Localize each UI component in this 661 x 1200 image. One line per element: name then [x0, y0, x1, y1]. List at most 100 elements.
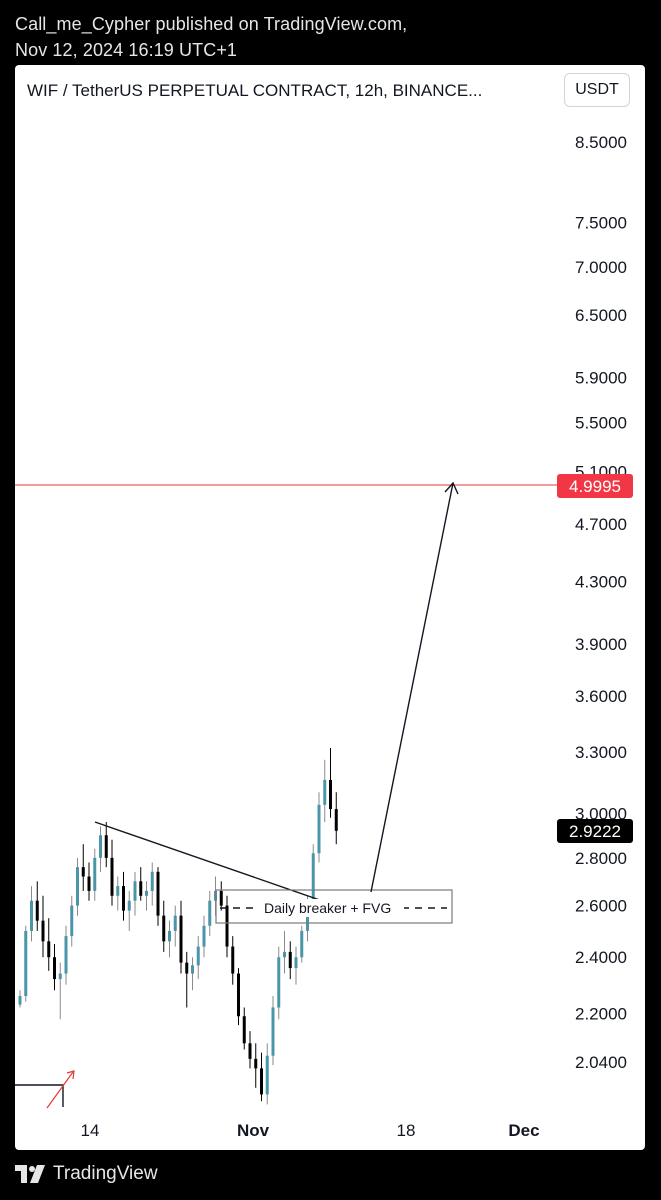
candle[interactable] — [64, 925, 68, 985]
level-price-badge — [557, 474, 633, 498]
candle[interactable] — [185, 951, 189, 1008]
candle[interactable] — [30, 886, 33, 942]
currency-button[interactable]: USDT — [564, 73, 630, 107]
projection-arrow-shaft[interactable] — [370, 482, 454, 893]
candle[interactable] — [58, 962, 62, 1020]
candle-body — [156, 871, 160, 916]
candle[interactable] — [81, 844, 85, 891]
candle[interactable] — [271, 995, 275, 1066]
last-price-badge — [557, 819, 633, 843]
time-tick-label: Nov — [237, 1121, 270, 1140]
candle[interactable] — [133, 871, 137, 916]
candle[interactable] — [168, 920, 171, 958]
candle[interactable] — [277, 946, 281, 1020]
candle-body — [64, 936, 68, 974]
candle[interactable] — [24, 925, 28, 1002]
candle[interactable] — [35, 881, 39, 931]
candle-body — [260, 1068, 263, 1095]
candle-body — [24, 930, 28, 996]
candle-body — [300, 930, 304, 958]
candle-body — [208, 900, 212, 926]
price-tick-label: 3.0000 — [575, 804, 627, 823]
candle-body — [81, 867, 85, 877]
candle[interactable] — [260, 1052, 263, 1102]
candle-body — [110, 857, 114, 896]
price-tick-label: 2.6000 — [575, 897, 627, 916]
candle[interactable] — [294, 946, 298, 985]
candle[interactable] — [87, 862, 91, 901]
footer: TradingView — [15, 1160, 158, 1188]
candle[interactable] — [265, 1043, 269, 1105]
candle[interactable] — [156, 867, 160, 926]
candle-body — [99, 835, 102, 858]
candle[interactable] — [283, 930, 286, 974]
candle[interactable] — [93, 848, 97, 901]
candle-body — [323, 779, 327, 805]
candle[interactable] — [288, 941, 292, 980]
candle-body — [317, 804, 321, 854]
candle[interactable] — [18, 990, 22, 1008]
chart-card[interactable]: Daily breaker + FVG 8.5000 7.5000 7.0000 6.… — [15, 65, 645, 1150]
candle[interactable] — [225, 895, 229, 958]
candle[interactable] — [231, 936, 235, 985]
candle[interactable] — [76, 857, 79, 916]
candle-body — [116, 886, 120, 896]
candle[interactable] — [334, 792, 338, 845]
price-tick-label: 3.6000 — [575, 687, 627, 706]
candle-body — [329, 779, 332, 810]
candle-body — [76, 867, 79, 906]
candle[interactable] — [110, 839, 114, 906]
candle[interactable] — [237, 968, 240, 1026]
trendline[interactable] — [94, 821, 338, 907]
candle[interactable] — [300, 925, 304, 963]
candle-body — [334, 809, 338, 831]
candle-body — [127, 900, 131, 911]
candle-body — [283, 951, 286, 958]
candle[interactable] — [219, 881, 223, 911]
breaker-fvg-zone[interactable] — [215, 889, 453, 924]
candle[interactable] — [208, 890, 212, 937]
candle[interactable] — [41, 895, 45, 958]
candle-body — [41, 920, 45, 942]
candle[interactable] — [162, 900, 166, 952]
candle-body — [58, 973, 62, 980]
candle[interactable] — [317, 792, 321, 863]
candle-body — [248, 1043, 252, 1059]
candle[interactable] — [145, 881, 148, 911]
candle-body — [179, 915, 183, 963]
candle[interactable] — [179, 900, 183, 974]
price-tick-label: 2.0400 — [575, 1053, 627, 1072]
candle[interactable] — [242, 1007, 246, 1050]
candle[interactable] — [127, 890, 131, 931]
candle[interactable] — [150, 862, 154, 906]
price-axis: 8.50007.50007.00006.50005.90005.50005.10… — [575, 133, 627, 1072]
candle-body — [53, 957, 56, 980]
candle[interactable] — [99, 826, 102, 872]
candles-layer — [18, 748, 338, 1105]
price-chart[interactable]: Daily breaker + FVG 8.5000 7.5000 7.0000 6.… — [15, 65, 645, 1150]
candle-body — [30, 900, 33, 931]
candle[interactable] — [53, 943, 56, 991]
symbol-title[interactable]: WIF / TetherUS PERPETUAL CONTRACT, 12h, … — [27, 81, 483, 100]
price-tick-label: 7.0000 — [575, 258, 627, 277]
candle[interactable] — [254, 1043, 258, 1088]
candle-body — [133, 881, 137, 901]
candle[interactable] — [202, 915, 206, 958]
candle[interactable] — [47, 918, 51, 971]
candle-body — [104, 835, 108, 858]
candle-body — [202, 925, 206, 947]
candle[interactable] — [139, 867, 143, 901]
candle[interactable] — [173, 905, 177, 947]
price-tick-label: 2.8000 — [575, 849, 627, 868]
candle[interactable] — [323, 759, 327, 823]
candle-body — [225, 905, 229, 947]
candle[interactable] — [248, 1031, 252, 1069]
candle[interactable] — [191, 957, 194, 991]
candle[interactable] — [329, 748, 332, 818]
candle[interactable] — [70, 895, 74, 947]
candle[interactable] — [116, 876, 120, 911]
candle-body — [35, 900, 39, 921]
candle[interactable] — [104, 822, 108, 868]
candle[interactable] — [122, 871, 125, 921]
candle[interactable] — [196, 936, 200, 980]
